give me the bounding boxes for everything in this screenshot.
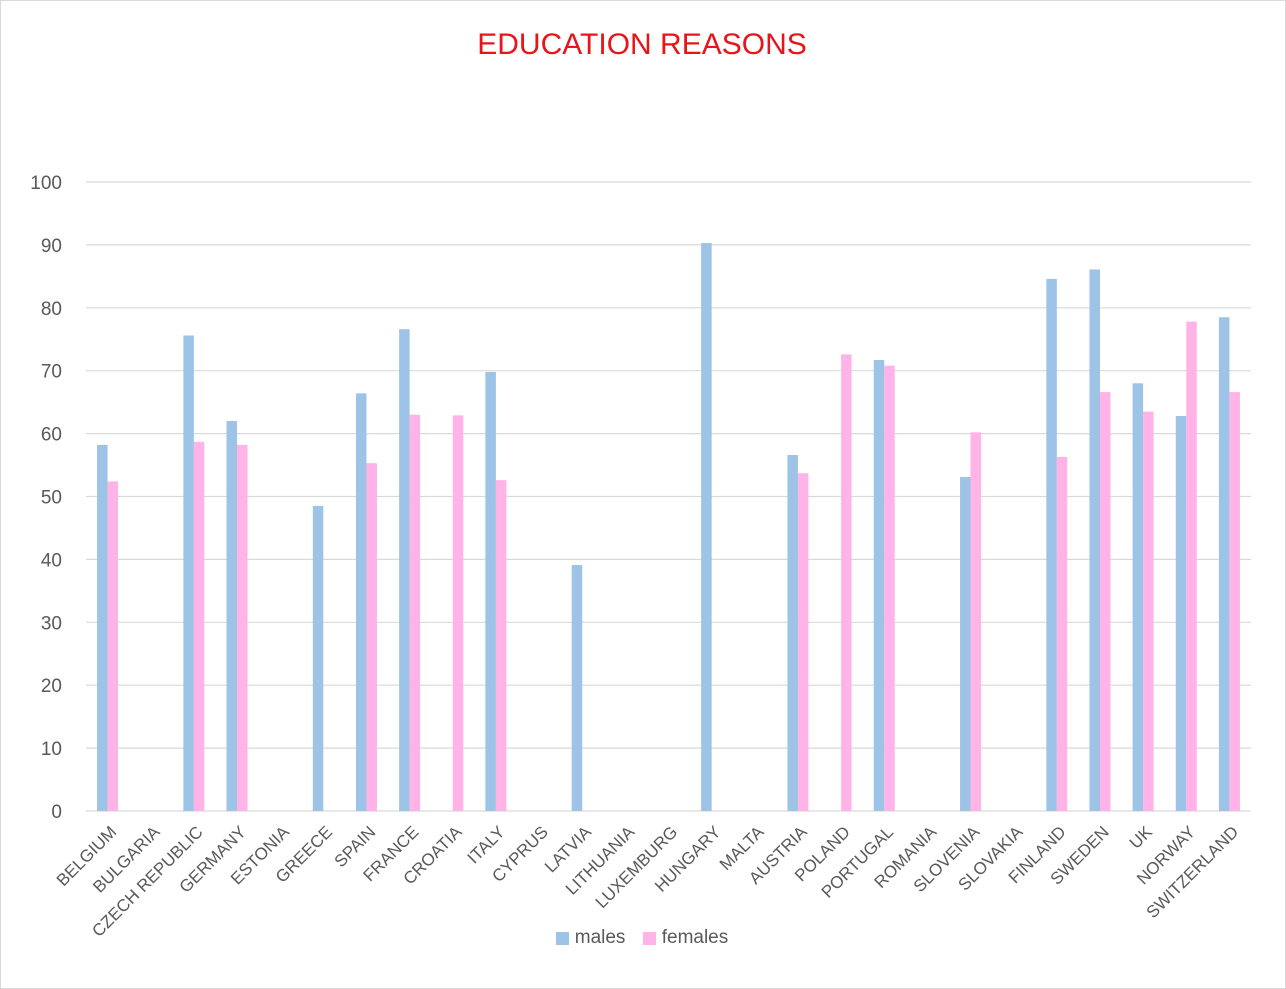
bar-females-portugal (884, 365, 895, 811)
bar-males-sweden (1089, 269, 1100, 811)
y-tick-label: 20 (41, 676, 62, 697)
y-tick-label: 10 (41, 739, 62, 760)
bar-females-czech-republic (193, 441, 205, 811)
bar-males-uk (1132, 383, 1144, 811)
bar-males-finland (1046, 278, 1057, 812)
y-axis-ticks: 0 10 20 30 40 50 60 70 80 90 100 (30, 173, 62, 823)
y-tick-label: 80 (41, 299, 62, 320)
bar-females-croatia (452, 415, 464, 811)
bar-males-slovenia (960, 477, 971, 811)
bar-females-belgium (107, 481, 119, 811)
bar-females-italy (495, 480, 507, 811)
bar-males-germany (226, 421, 238, 811)
bar-females-austria (797, 473, 809, 811)
bar-males-italy (485, 371, 496, 811)
bar-females-switzerland (1229, 392, 1240, 811)
bar-females-france (409, 414, 421, 811)
legend-swatch-males (555, 931, 569, 945)
x-category-label: UK (1126, 822, 1157, 853)
y-tick-label: 30 (41, 613, 62, 634)
bar-males-belgium (97, 444, 108, 811)
bar-males-greece (312, 505, 324, 811)
bar-males-france (399, 329, 410, 811)
bar-females-norway (1186, 321, 1197, 811)
bar-females-finland (1056, 456, 1068, 811)
bar-males-spain (355, 393, 367, 811)
gridlines (86, 181, 1251, 812)
bar-males-austria (787, 454, 798, 811)
y-tick-label: 0 (51, 802, 62, 823)
y-tick-label: 90 (41, 236, 62, 257)
legend: males females (0, 927, 1284, 951)
y-tick-label: 100 (30, 173, 62, 194)
legend-label-females: females (661, 927, 729, 948)
legend-swatch-females (642, 931, 656, 945)
bar-males-norway (1175, 415, 1187, 811)
y-tick-label: 50 (41, 488, 62, 509)
bar-males-hungary (701, 243, 712, 811)
legend-item-females: females (642, 927, 729, 949)
chart-title: EDUCATION REASONS (477, 28, 807, 61)
bar-males-portugal (873, 360, 885, 811)
bar-females-sweden (1099, 392, 1111, 811)
legend-label-males: males (574, 927, 626, 948)
y-tick-label: 40 (41, 550, 62, 571)
bars (97, 243, 1240, 812)
bar-females-spain (366, 463, 377, 811)
y-tick-label: 60 (41, 425, 62, 446)
bar-males-latvia (571, 565, 583, 811)
legend-item-males: males (555, 927, 626, 949)
bar-males-switzerland (1218, 317, 1230, 811)
bar-males-czech-republic (183, 335, 194, 811)
bar-females-uk (1143, 411, 1154, 811)
bar-females-poland (841, 354, 852, 811)
bar-females-slovenia (970, 432, 982, 811)
bar-females-germany (237, 444, 248, 811)
y-tick-label: 70 (41, 362, 62, 383)
